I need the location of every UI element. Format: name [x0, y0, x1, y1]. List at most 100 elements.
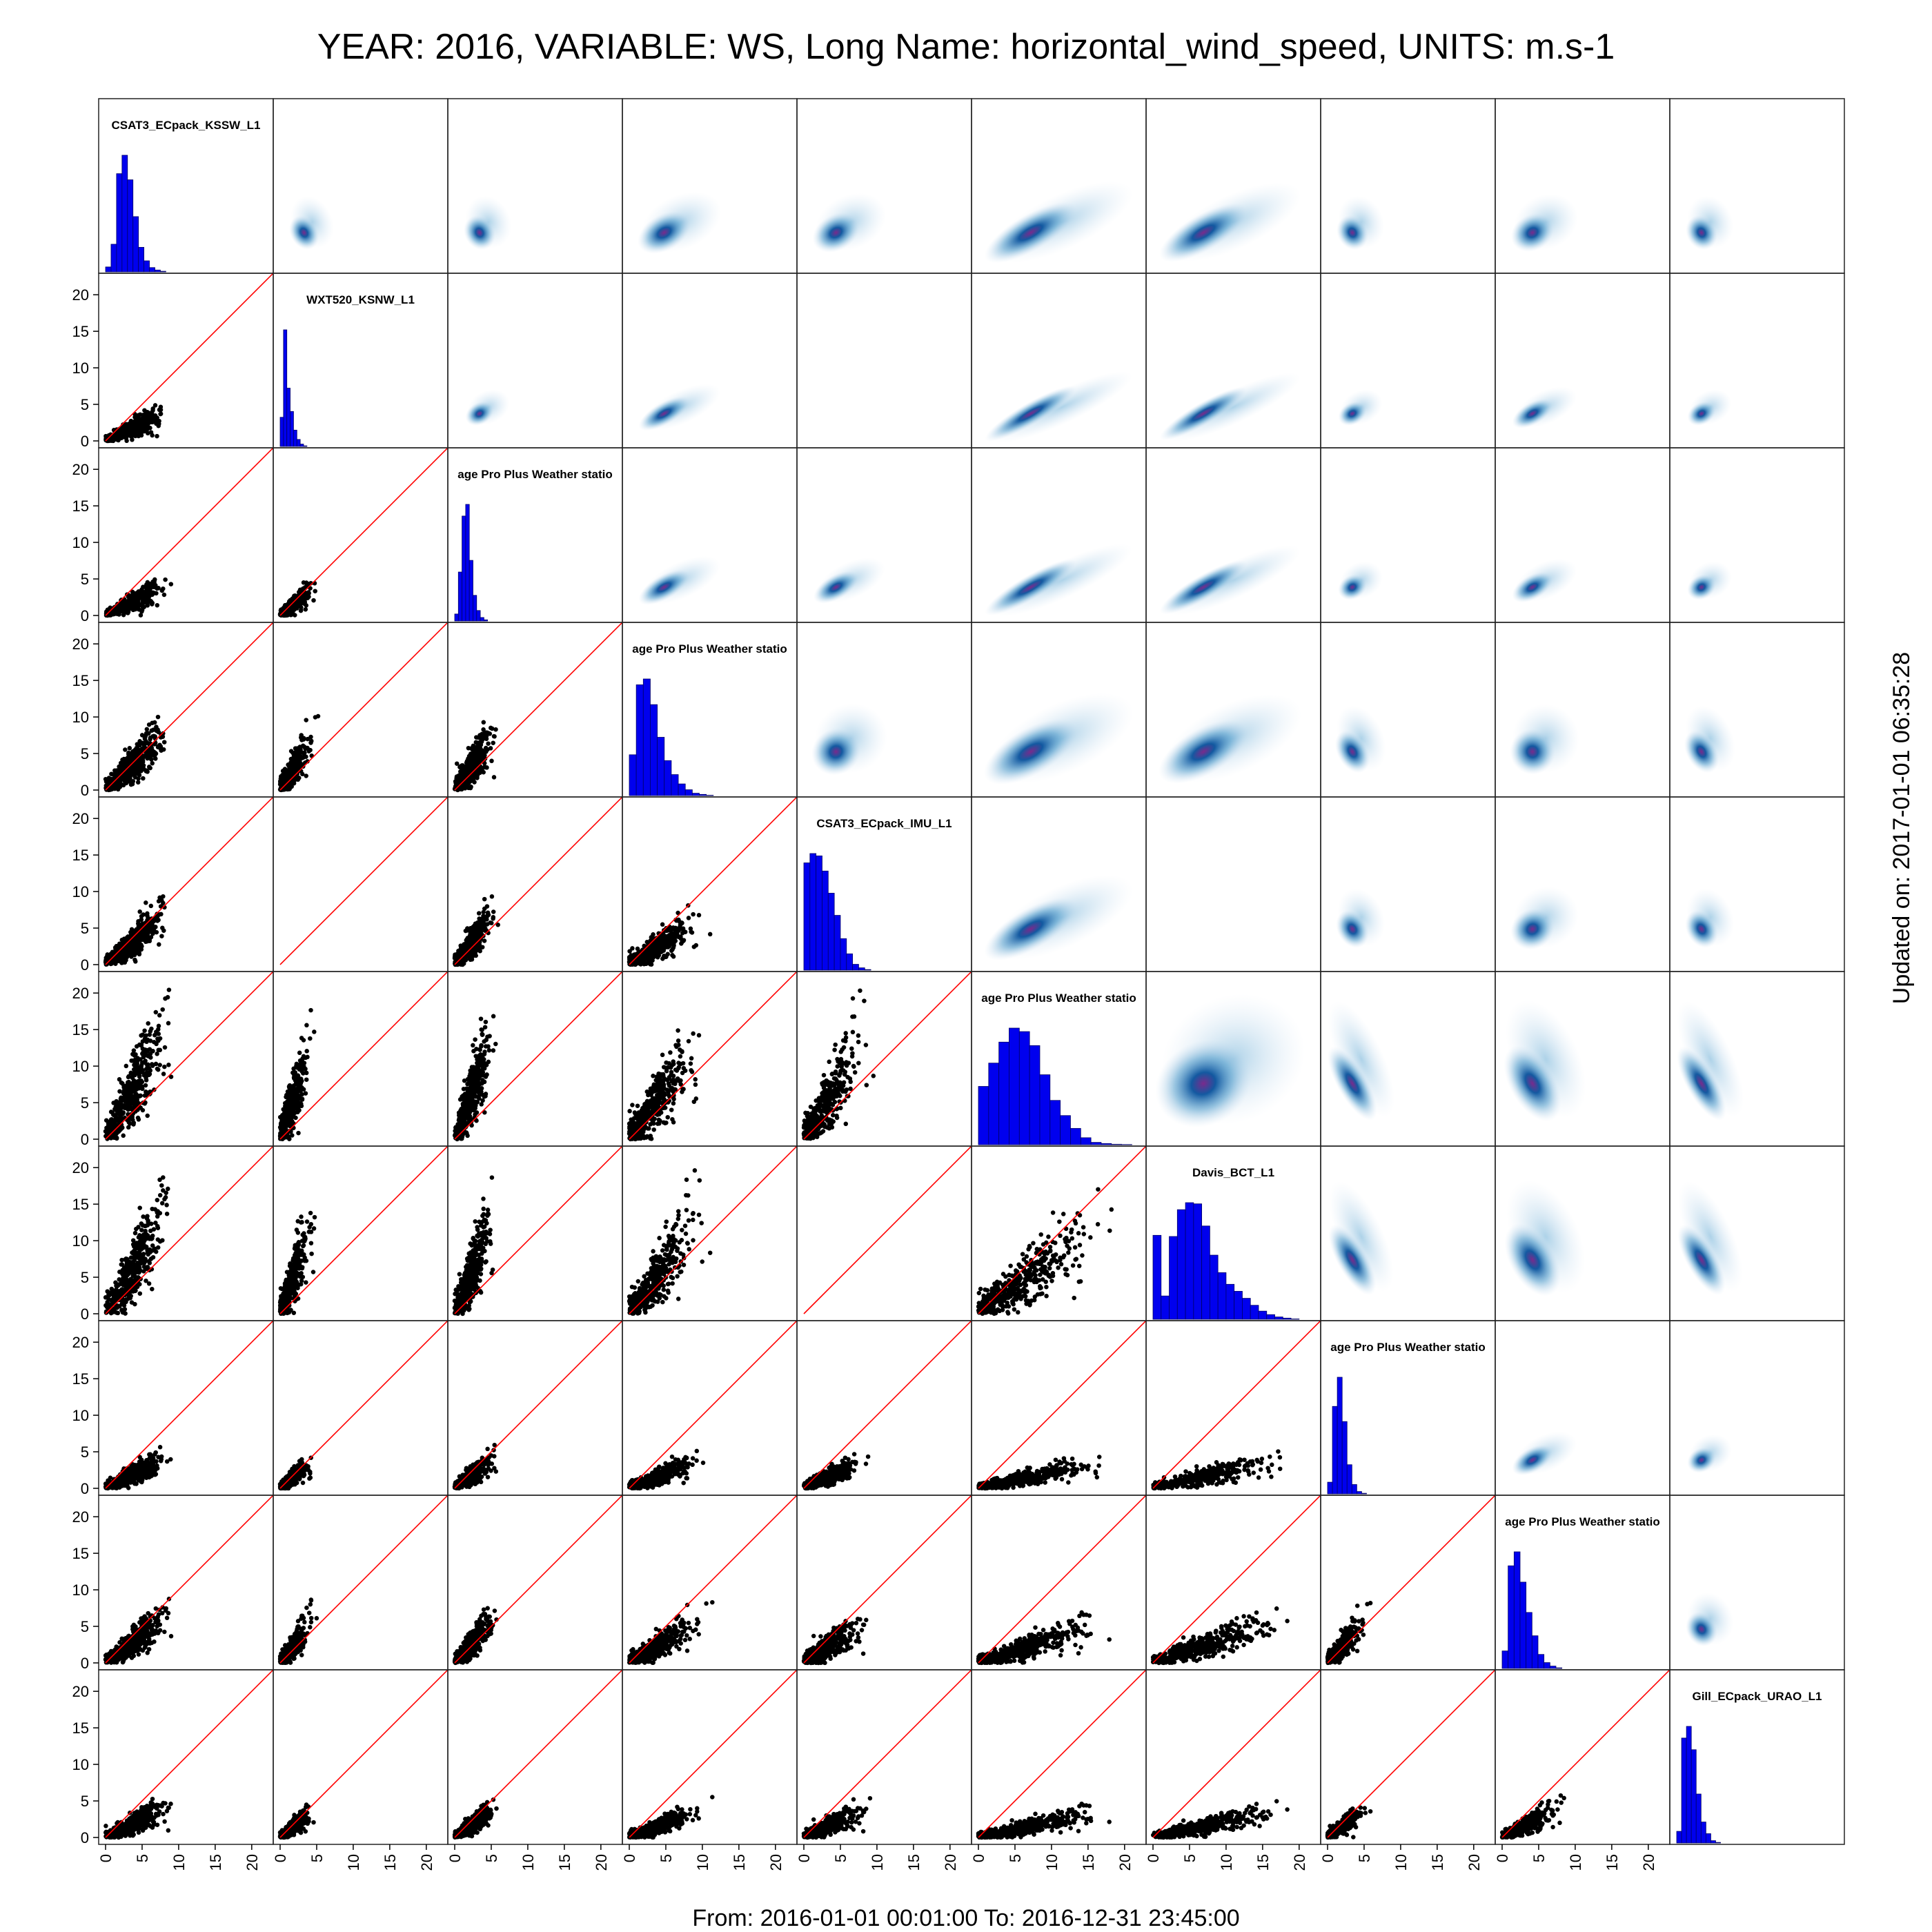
- variable-label: age Pro Plus Weather statio: [1505, 1515, 1660, 1528]
- panel-frame: [1320, 796, 1496, 972]
- scatter-points: [452, 1014, 498, 1142]
- panel-r2-c8: [1495, 447, 1670, 623]
- panel-r6-c4: [796, 1145, 972, 1321]
- identity-line: [629, 797, 797, 965]
- density-core: [1677, 1224, 1726, 1296]
- identity-line: [105, 797, 273, 965]
- x-tick-label: 20: [418, 1854, 435, 1871]
- y-tick-label: 0: [81, 1480, 89, 1497]
- x-tick-label: 10: [694, 1854, 711, 1871]
- x-tick-label: 0: [796, 1854, 813, 1862]
- panel-r7-c7: age Pro Plus Weather statio: [1320, 1320, 1496, 1496]
- panel-r8-c6: [1145, 1495, 1321, 1670]
- x-tick-label: 20: [244, 1854, 261, 1871]
- density-core: [1504, 1223, 1561, 1297]
- histogram-bar: [1526, 1612, 1532, 1669]
- histogram-bar: [1695, 1793, 1702, 1844]
- identity-line: [978, 1495, 1146, 1664]
- y-tick-label: 10: [72, 359, 89, 377]
- density-halo: [1678, 1181, 1743, 1292]
- y-tick-label: 5: [81, 1443, 89, 1461]
- histogram-bar: [691, 793, 700, 796]
- histogram-bar: [1676, 1831, 1682, 1844]
- histogram-bar: [480, 617, 484, 622]
- scatter-points: [627, 1028, 702, 1142]
- histogram-bar: [1039, 1074, 1051, 1145]
- scatter-points: [976, 1801, 1112, 1840]
- histogram-bar: [1185, 1202, 1194, 1320]
- scatter-points: [103, 403, 164, 444]
- variable-label: age Pro Plus Weather statio: [1330, 1341, 1486, 1354]
- panel-r8-c4: [796, 1495, 972, 1670]
- density-core: [1504, 1045, 1561, 1122]
- x-tick-label: 0: [272, 1854, 289, 1862]
- density-core: [984, 201, 1077, 264]
- x-tick-label: 20: [1116, 1854, 1134, 1871]
- scatter-points: [1151, 1449, 1283, 1491]
- histogram-bar: [988, 1063, 1000, 1145]
- histogram-bar: [110, 244, 117, 273]
- density-core: [1328, 1046, 1377, 1121]
- panel-r1-c7: [1320, 273, 1496, 448]
- x-tick-label: 5: [1007, 1854, 1024, 1862]
- y-tick-label: 15: [72, 672, 89, 689]
- histogram-bar: [822, 870, 829, 971]
- scatter-points: [277, 713, 321, 793]
- panel-r7-c9: [1669, 1320, 1845, 1496]
- panel-r7-c8: [1495, 1320, 1670, 1496]
- x-tick-label: 10: [869, 1854, 886, 1871]
- panel-r6-c6: Davis_BCT_L1: [1145, 1145, 1321, 1321]
- identity-line: [454, 1321, 622, 1489]
- identity-line: [978, 1670, 1146, 1838]
- panel-r3-c9: [1669, 622, 1845, 798]
- histogram-bar: [476, 610, 481, 622]
- scatter-points: [103, 1445, 173, 1491]
- scatter-points: [976, 1187, 1114, 1317]
- histogram-bar: [1193, 1203, 1203, 1320]
- panel-r2-c4: [796, 447, 972, 623]
- histogram-bar: [299, 444, 304, 447]
- identity-line: [629, 1146, 797, 1314]
- histogram-bar: [852, 964, 859, 971]
- identity-line: [454, 972, 622, 1140]
- histogram-bar: [1080, 1137, 1092, 1145]
- identity-line: [105, 1146, 273, 1314]
- histogram-bar: [1250, 1305, 1259, 1320]
- panel-r1-c8: [1495, 273, 1670, 448]
- scatter-points: [801, 1616, 869, 1666]
- histogram-bar: [1351, 1484, 1357, 1495]
- panel-r9-c0: [98, 1669, 274, 1845]
- x-tick-label: 10: [1392, 1854, 1410, 1871]
- histogram-bar: [283, 329, 288, 447]
- histogram-bar: [454, 613, 459, 622]
- density-core: [1677, 1046, 1726, 1121]
- density-core: [638, 396, 690, 431]
- histogram-bar: [1111, 1143, 1122, 1145]
- identity-line: [803, 1146, 972, 1314]
- histogram-bar: [149, 267, 155, 273]
- panel-r6-c2: [447, 1145, 623, 1321]
- variable-label: age Pro Plus Weather statio: [457, 468, 613, 481]
- density-core: [1512, 399, 1553, 428]
- x-tick-label: 0: [97, 1854, 115, 1862]
- panel-r5-c1: [273, 971, 448, 1147]
- density-core: [814, 571, 859, 604]
- panel-r1-c5: [971, 273, 1147, 448]
- variable-label: age Pro Plus Weather statio: [632, 642, 787, 656]
- histogram-bar: [293, 429, 297, 447]
- panel-r1-c2: [447, 273, 623, 448]
- panel-r3-c0: [98, 622, 274, 798]
- histogram-bar: [1060, 1115, 1071, 1145]
- panel-r2-c0: [98, 447, 274, 623]
- x-tick-label: 0: [621, 1854, 638, 1862]
- histogram-bar: [1549, 1666, 1557, 1669]
- histogram-bar: [1711, 1840, 1716, 1844]
- x-tick-label: 20: [767, 1854, 785, 1871]
- identity-line: [1152, 1670, 1321, 1838]
- matrix-axes: 0 5 10 15 20 0 5 10 15 20 0 5 10 15 20 0 5 10 15 20 0 5 10 15 20…: [72, 286, 1657, 1871]
- histogram-bar: [1690, 1749, 1697, 1844]
- y-tick-label: 0: [81, 607, 89, 624]
- x-tick-label: 20: [593, 1854, 610, 1871]
- identity-line: [978, 1146, 1146, 1314]
- panel-r2-c6: [1145, 447, 1321, 623]
